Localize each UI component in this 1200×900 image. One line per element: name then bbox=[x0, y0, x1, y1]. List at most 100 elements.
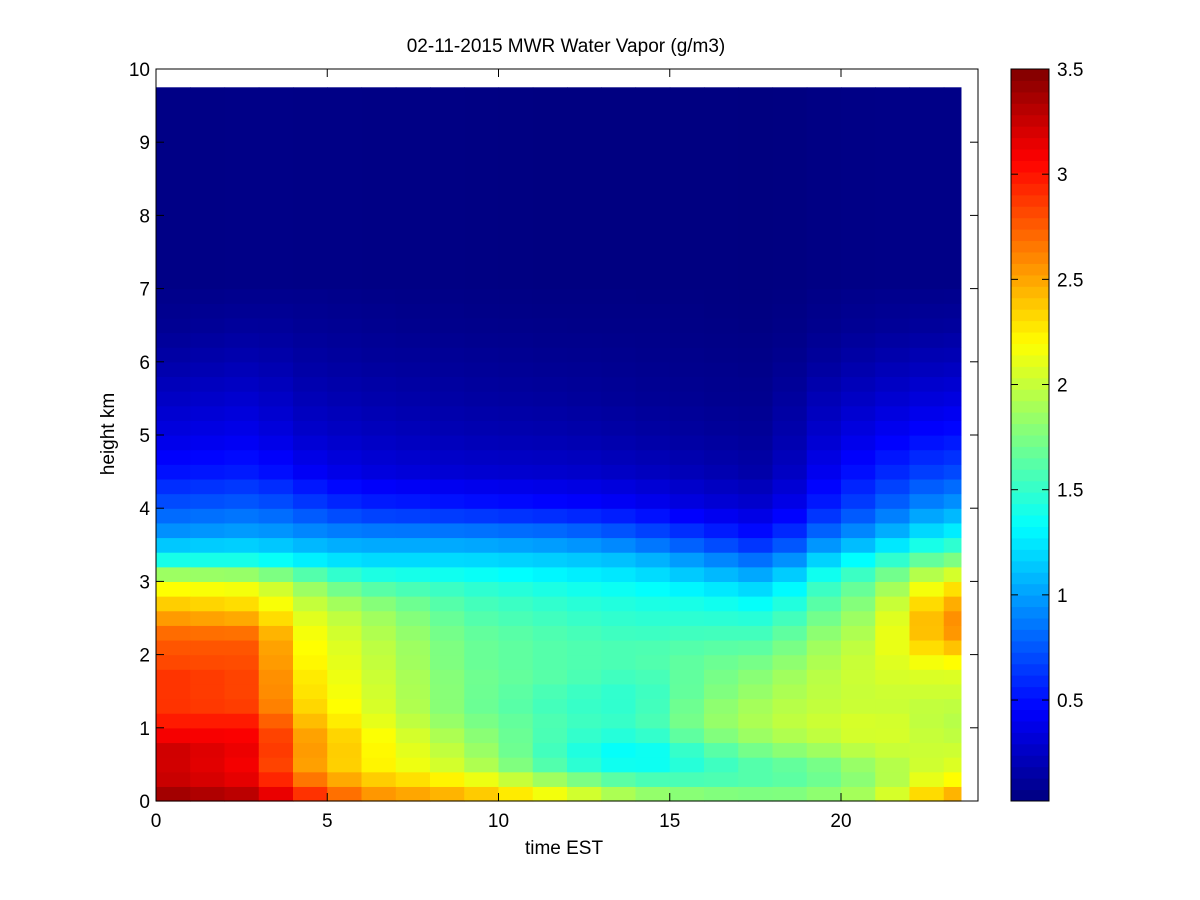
heatmap-cell bbox=[224, 713, 260, 729]
heatmap-cell bbox=[532, 508, 568, 524]
heatmap-cell bbox=[841, 332, 876, 348]
x-tick-label: 20 bbox=[830, 811, 851, 832]
heatmap-cell bbox=[532, 332, 568, 348]
colorbar-swatch bbox=[1011, 320, 1049, 333]
heatmap-cell bbox=[395, 654, 431, 670]
heatmap-cell bbox=[738, 713, 774, 729]
heatmap-cell bbox=[909, 435, 945, 451]
heatmap-cell bbox=[327, 317, 363, 334]
heatmap-cell bbox=[601, 566, 637, 582]
colorbar-swatch bbox=[1011, 640, 1049, 653]
colorbar-swatch bbox=[1011, 503, 1049, 516]
heatmap-cell bbox=[224, 361, 260, 378]
heatmap-cell bbox=[635, 610, 671, 626]
heatmap-cell bbox=[738, 683, 774, 700]
heatmap-cell bbox=[567, 347, 602, 363]
heatmap-cell bbox=[532, 376, 568, 392]
heatmap-cell bbox=[738, 771, 774, 787]
heatmap-cell bbox=[806, 566, 842, 582]
heatmap-cell bbox=[361, 639, 397, 656]
heatmap-cell bbox=[669, 727, 705, 744]
heatmap-cell bbox=[430, 464, 465, 480]
heatmap-cell bbox=[361, 581, 397, 597]
heatmap-cell bbox=[293, 727, 328, 744]
heatmap-cell bbox=[532, 639, 568, 656]
heatmap-cell bbox=[841, 303, 876, 319]
heatmap-cell bbox=[258, 713, 294, 729]
heatmap-cell bbox=[327, 552, 363, 568]
heatmap-cell bbox=[430, 552, 465, 568]
heatmap-cell bbox=[293, 332, 328, 348]
heatmap-cell bbox=[875, 698, 911, 714]
heatmap-cell bbox=[190, 420, 226, 436]
heatmap-cell bbox=[190, 552, 226, 568]
heatmap-cell bbox=[293, 361, 328, 378]
colorbar-swatch bbox=[1011, 675, 1049, 688]
heatmap-cell bbox=[361, 435, 397, 451]
heatmap-cell bbox=[430, 361, 465, 378]
heatmap-cell bbox=[395, 508, 431, 524]
heatmap-cell bbox=[430, 566, 465, 582]
heatmap-cell bbox=[841, 669, 876, 685]
heatmap-cell bbox=[361, 449, 397, 465]
heatmap-cell bbox=[704, 596, 739, 612]
heatmap-cell bbox=[293, 478, 328, 495]
heatmap-cell bbox=[258, 566, 294, 582]
heatmap-cell bbox=[567, 727, 602, 744]
heatmap-cell bbox=[669, 566, 705, 582]
heatmap-cell bbox=[875, 361, 911, 378]
heatmap-cell bbox=[806, 420, 842, 436]
heatmap-cell bbox=[806, 639, 842, 656]
heatmap-cell bbox=[635, 332, 671, 348]
heatmap-cell bbox=[395, 317, 431, 334]
heatmap-cell bbox=[669, 654, 705, 670]
colorbar-swatch bbox=[1011, 183, 1049, 196]
heatmap-cell bbox=[635, 786, 671, 802]
heatmap-cell bbox=[772, 537, 808, 553]
heatmap-cell bbox=[738, 449, 774, 465]
heatmap-cell bbox=[224, 683, 260, 700]
heatmap-cell bbox=[498, 420, 534, 436]
colorbar-frame bbox=[1010, 68, 1050, 802]
heatmap-cell bbox=[532, 435, 568, 451]
heatmap-cell bbox=[635, 625, 671, 641]
heatmap-cell bbox=[430, 596, 465, 612]
heatmap-cell bbox=[738, 405, 774, 421]
heatmap-cell bbox=[532, 596, 568, 612]
colorbar-swatch bbox=[1011, 366, 1049, 379]
heatmap-cell bbox=[464, 566, 500, 582]
heatmap-cell bbox=[669, 449, 705, 465]
heatmap-cell bbox=[224, 420, 260, 436]
heatmap-cell bbox=[669, 786, 705, 802]
heatmap-cell bbox=[464, 376, 500, 392]
heatmap-cell bbox=[258, 522, 294, 539]
heatmap-cell bbox=[156, 420, 191, 436]
heatmap-cell bbox=[669, 303, 705, 319]
heatmap-cell bbox=[464, 610, 500, 626]
heatmap-cell bbox=[875, 683, 911, 700]
heatmap-cell bbox=[806, 537, 842, 553]
heatmap-cell bbox=[601, 435, 637, 451]
heatmap-cell bbox=[327, 757, 363, 773]
heatmap-cell bbox=[738, 420, 774, 436]
heatmap-cell bbox=[293, 493, 328, 509]
heatmap-cell bbox=[430, 493, 465, 509]
heatmap-cell bbox=[909, 332, 945, 348]
heatmap-cell bbox=[156, 639, 191, 656]
heatmap-cell bbox=[635, 87, 671, 290]
heatmap-cell bbox=[361, 347, 397, 363]
heatmap-cell bbox=[190, 625, 226, 641]
colorbar-swatch bbox=[1011, 606, 1049, 619]
heatmap-cell bbox=[190, 332, 226, 348]
heatmap-cell bbox=[567, 566, 602, 582]
heatmap-cell bbox=[909, 669, 945, 685]
heatmap-cell bbox=[430, 332, 465, 348]
heatmap-cell bbox=[875, 317, 911, 334]
heatmap-cell bbox=[875, 464, 911, 480]
heatmap-cell bbox=[704, 522, 739, 539]
heatmap-cell bbox=[635, 522, 671, 539]
heatmap-cell bbox=[943, 303, 962, 319]
heatmap-cell bbox=[156, 713, 191, 729]
heatmap-cell bbox=[669, 683, 705, 700]
heatmap-cell bbox=[772, 552, 808, 568]
